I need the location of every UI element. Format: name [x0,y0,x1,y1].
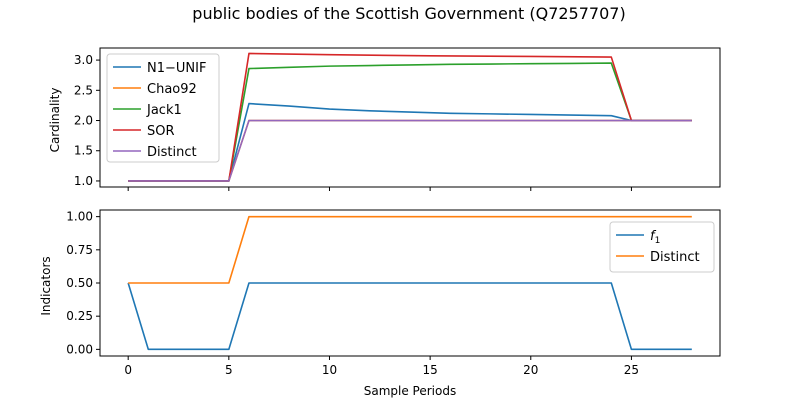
axes-frame-indicators [99,209,721,357]
subplot-cardinality: Cardinality 1.0 1.5 2.0 2.5 3.0 N1−UNIF Chao9… [48,47,721,191]
x-tick-label: 10 [322,363,337,377]
series-line-f1 [127,282,692,351]
y-axis-label-indicators: Indicators [39,256,53,315]
legend-label-distinct: Distinct [650,250,700,265]
x-tick-label: 15 [422,363,437,377]
y-tick-label: 1.00 [66,210,93,224]
y-axis-label-cardinality: Cardinality [48,88,62,153]
x-tick-label: 5 [225,363,233,377]
y-tick-label: 0.50 [66,276,93,290]
indicators-ticks-group: 0 5 10 15 20 25 0.00 0.25 0.50 0.75 1.00 [66,210,639,377]
axes-frame-cardinality [99,47,721,188]
x-tick-label: 25 [624,363,639,377]
series-line-distinct [128,215,692,284]
y-tick-label: 2.0 [74,114,93,128]
legend-label-f1: f1 [650,229,660,246]
cardinality-ticks-group: 1.0 1.5 2.0 2.5 3.0 [74,53,632,191]
legend-label-sor: SOR [147,124,175,139]
series-line-n1-unif [128,102,692,182]
figure-title: public bodies of the Scottish Government… [192,4,625,23]
cardinality-series-group [128,52,692,182]
legend-cardinality: N1−UNIF Chao92 Jack1 SOR Distinct [106,53,220,163]
series-line-jack1 [128,62,692,182]
legend-label-jack1: Jack1 [146,103,182,118]
x-axis-label-sample-periods: Sample Periods [364,384,456,398]
y-tick-label: 0.00 [66,342,93,356]
indicators-series-group [127,215,692,351]
y-tick-label: 3.0 [74,53,93,67]
legend-label-n1-unif: N1−UNIF [147,61,206,76]
x-tick-label: 20 [523,363,538,377]
series-line-distinct [128,119,692,182]
subplot-indicators: Indicators Sample Periods 0 5 10 15 20 25 0.00… [39,209,721,398]
x-tick-label: 0 [124,363,132,377]
series-line-sor [128,52,692,182]
y-tick-label: 0.25 [66,309,93,323]
legend-frame [106,53,220,163]
y-tick-label: 2.5 [74,83,93,97]
legend-indicators: f1 Distinct [609,221,715,273]
y-tick-label: 1.5 [74,144,93,158]
legend-label-chao92: Chao92 [147,82,197,97]
legend-label-distinct: Distinct [147,145,197,160]
y-tick-label: 0.75 [66,243,93,257]
y-tick-label: 1.0 [74,174,93,188]
